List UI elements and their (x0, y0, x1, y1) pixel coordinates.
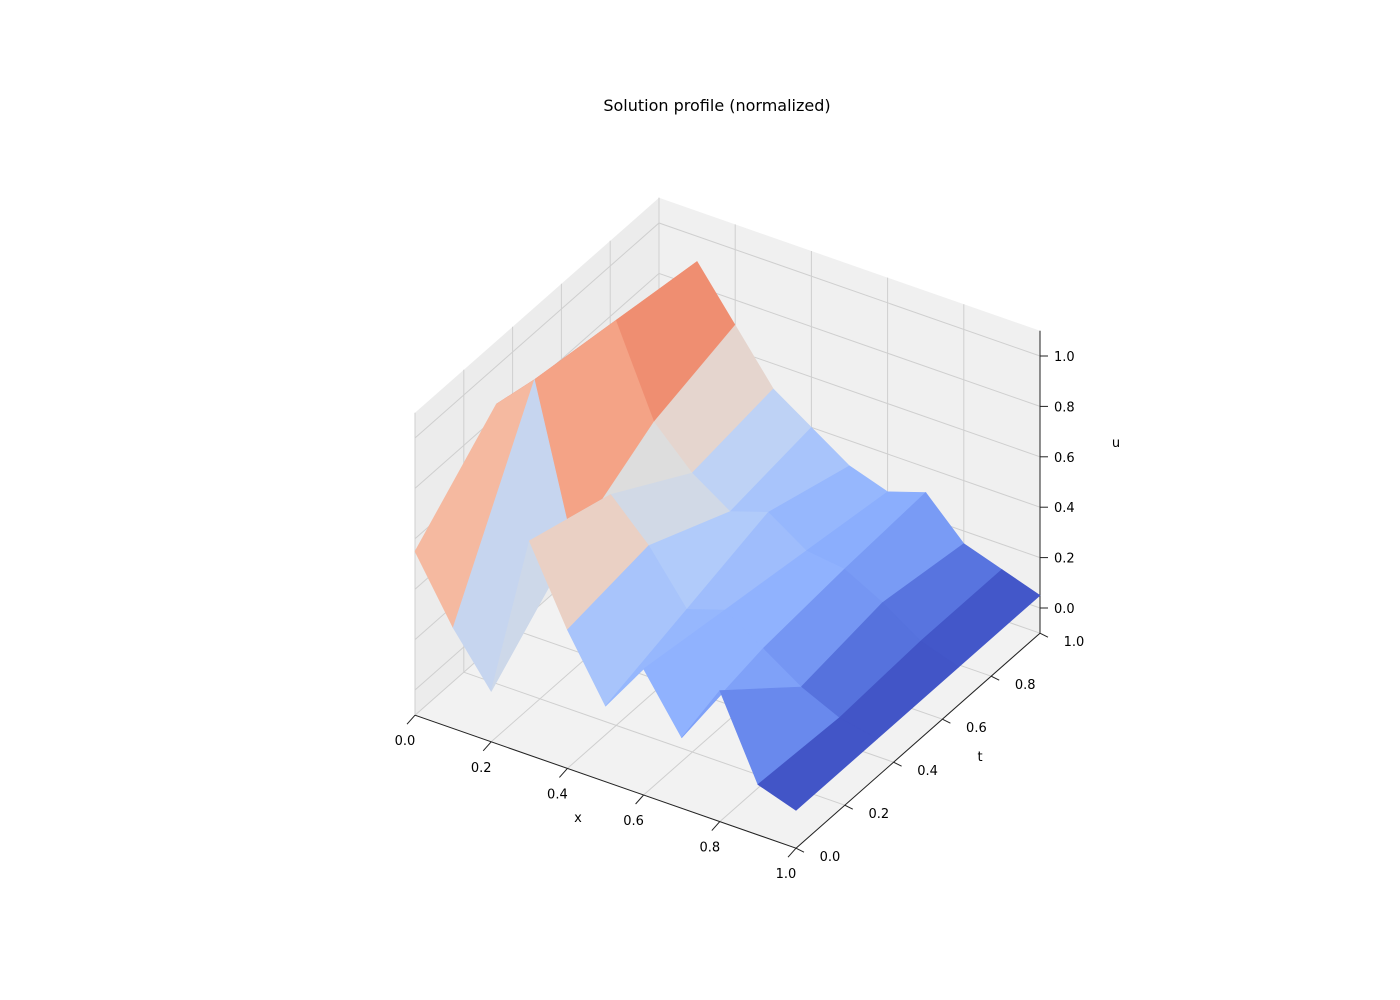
x-tick-mark (787, 847, 797, 858)
x-tick-mark (711, 821, 721, 831)
axis-lines: 0.0 0.2 0.4 0.6 0.8 1.0 0.0 0.2 0.4 0.6 0.8 1.0 0.0 0… (395, 330, 1085, 882)
surface-facet (757, 717, 878, 811)
u-tick-label: 0.2 (1054, 552, 1075, 567)
x-tick-label: 0.6 (623, 814, 644, 829)
x-axis-label: x (574, 811, 582, 826)
u-tick-label: 0.4 (1054, 501, 1075, 516)
x-tick-mark (635, 794, 644, 805)
x-tick-mark (406, 714, 416, 725)
u-tick-label: 0.8 (1054, 400, 1075, 415)
u-gridline (414, 222, 1041, 439)
chart-title: Solution profile (normalized) (603, 96, 830, 115)
t-tick-label: 0.6 (966, 721, 987, 736)
x-tick-mark (482, 741, 492, 752)
x-tick-label: 0.4 (547, 787, 568, 802)
t-tick-label: 0.8 (1015, 678, 1036, 693)
z-axis-label: u (1112, 436, 1120, 451)
u-tick-label: 0.0 (1054, 602, 1075, 617)
t-tick-mark (990, 675, 1000, 681)
t-tick-mark (893, 761, 902, 767)
u-tick-label: 1.0 (1054, 350, 1075, 365)
x-tick-mark (559, 768, 568, 778)
y-axis-label: t (977, 750, 982, 765)
t-tick-mark (942, 718, 951, 724)
t-tick-label: 1.0 (1064, 635, 1085, 650)
t-tick-label: 0.4 (917, 764, 938, 779)
t-tick-mark (1039, 632, 1049, 638)
x-tick-label: 0.8 (699, 841, 720, 856)
x-tick-label: 0.2 (471, 761, 492, 776)
t-tick-label: 0.0 (820, 850, 841, 865)
x-tick-label: 0.0 (395, 734, 416, 749)
u-tick-label: 0.6 (1054, 451, 1075, 466)
t-tick-mark (844, 804, 854, 810)
t-tick-mark (795, 847, 805, 853)
surface-mesh (414, 261, 1041, 811)
t-axis-line (795, 632, 1041, 849)
t-tick-label: 0.2 (868, 807, 889, 822)
x-axis-line (414, 714, 797, 849)
x-tick-label: 1.0 (776, 867, 797, 882)
